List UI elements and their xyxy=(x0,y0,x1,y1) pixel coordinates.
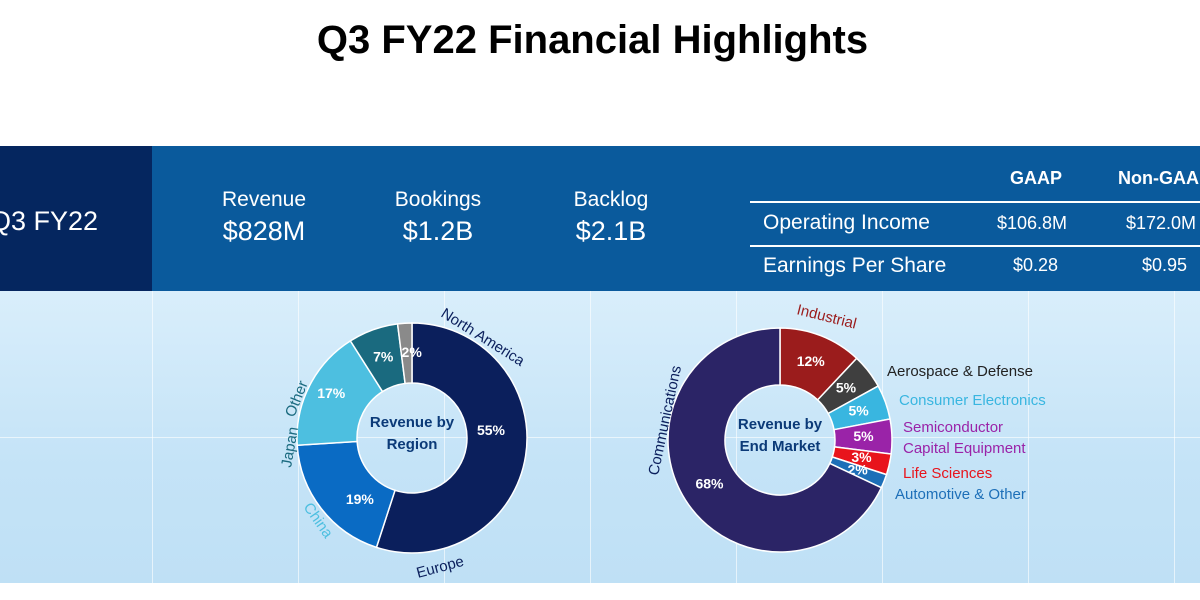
category-label: Semiconductor xyxy=(903,419,1003,436)
value-label: 17% xyxy=(317,385,346,401)
bottom-strip xyxy=(0,583,1200,600)
table-divider-middle xyxy=(750,245,1200,247)
kpi-backlog: Backlog $2.1B xyxy=(526,188,696,247)
table-divider-top xyxy=(750,201,1200,203)
value-label: 3% xyxy=(851,449,872,465)
chart-center-title: Region xyxy=(387,436,438,453)
panel-seam xyxy=(0,437,1200,438)
value-label: 5% xyxy=(836,380,857,396)
value-label: 2% xyxy=(402,344,423,360)
kpi-revenue: Revenue $828M xyxy=(179,188,349,247)
kpi-banner: Q3 FY22 Revenue $828M Bookings $1.2B Bac… xyxy=(0,146,1200,291)
slice-other xyxy=(396,322,413,385)
slice-communications xyxy=(667,327,883,553)
slice-europe xyxy=(296,440,396,549)
value-label: 5% xyxy=(848,402,869,418)
category-label: Consumer Electronics xyxy=(899,392,1046,409)
value-label: 12% xyxy=(797,353,826,369)
table-row-label-eps: Earnings Per Share xyxy=(763,254,947,277)
category-label: Life Sciences xyxy=(903,465,992,482)
value-label: 55% xyxy=(477,422,506,438)
table-row-label-operating-income: Operating Income xyxy=(763,211,930,234)
page-title: Q3 FY22 Financial Highlights xyxy=(316,18,869,62)
chart-center-title: Revenue by xyxy=(738,416,823,433)
charts-panel xyxy=(0,291,1200,583)
kpi-backlog-label: Backlog xyxy=(573,188,649,211)
value-label: 68% xyxy=(695,475,724,491)
value-label: 19% xyxy=(346,491,375,507)
kpi-bookings-label: Bookings xyxy=(394,188,482,211)
category-label: Industrial xyxy=(795,301,858,332)
kpi-revenue-value: $828M xyxy=(222,216,306,246)
table-header-non-gaap: Non-GAAP xyxy=(1118,168,1200,188)
value-label: 5% xyxy=(853,428,874,444)
period-block: Q3 FY22 xyxy=(0,146,152,291)
table-cell-gaap-eps: $0.28 xyxy=(1013,255,1059,275)
kpi-bookings: Bookings $1.2B xyxy=(353,188,523,247)
category-label: Aerospace & Defense xyxy=(887,363,1033,380)
slice-north-america xyxy=(375,322,528,554)
table-cell-non-gaap-operating-income: $172.0M xyxy=(1126,213,1197,233)
kpi-backlog-value: $2.1B xyxy=(575,216,647,246)
chart-center-title: Revenue by xyxy=(370,414,455,431)
kpi-revenue-label: Revenue xyxy=(221,188,307,211)
table-header-gaap: GAAP xyxy=(1010,168,1063,188)
category-label: Capital Equipment xyxy=(903,440,1026,457)
table-cell-non-gaap-eps: $0.95 xyxy=(1142,255,1188,275)
category-label: Automotive & Other xyxy=(895,486,1026,503)
table-cell-gaap-operating-income: $106.8M xyxy=(997,213,1068,233)
period-label: Q3 FY22 xyxy=(0,206,99,236)
category-label: Europe xyxy=(415,553,466,582)
chart-center-title: End Market xyxy=(740,438,821,455)
kpi-bookings-value: $1.2B xyxy=(402,216,474,246)
value-label: 7% xyxy=(373,349,394,365)
category-label: Japan xyxy=(278,425,302,468)
